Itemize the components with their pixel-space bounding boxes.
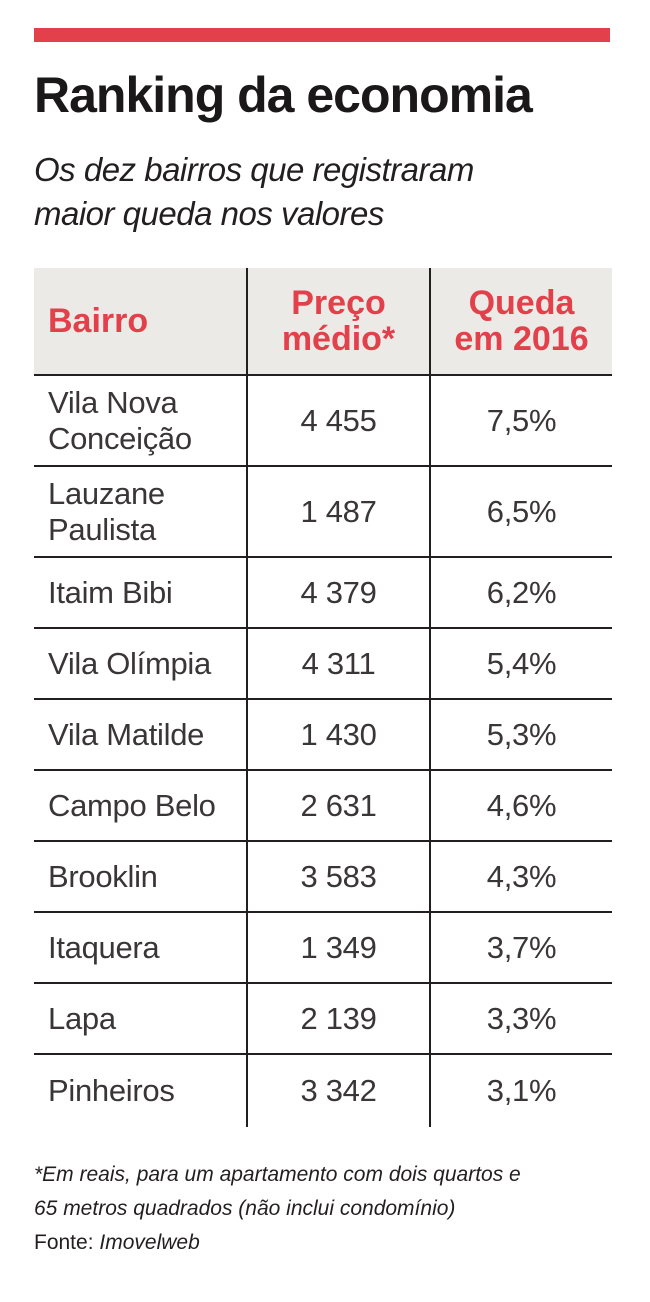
cell-preco-medio: 1 430: [246, 699, 431, 771]
header-bairro: Bairro: [34, 268, 247, 376]
footnote: *Em reais, para um apartamento com dois …: [34, 1158, 634, 1260]
cell-queda: 7,5%: [430, 375, 612, 467]
bairro-name-line: Pinheiros: [48, 1073, 175, 1108]
subtitle-line: Os dez bairros que registraram: [34, 151, 474, 188]
bairro-name-line: Vila Nova: [48, 384, 178, 420]
bairro-name-line: Paulista: [48, 511, 156, 547]
header-preco-line: médio*: [281, 320, 396, 358]
cell-bairro: Lapa: [34, 983, 247, 1055]
bairro-name-line: Itaim Bibi: [48, 574, 173, 610]
ranking-table: Bairro Preço médio* Queda em 2016 Vila N…: [34, 268, 612, 1127]
footnote-line: *Em reais, para um apartamento com dois …: [34, 1163, 521, 1186]
cell-queda: 3,3%: [430, 983, 612, 1055]
cell-queda: 3,7%: [430, 912, 612, 984]
table-row: Brooklin 3 583 4,3%: [34, 841, 612, 913]
header-queda-2016: Queda em 2016: [430, 268, 612, 376]
source-line: Fonte: Imovelweb: [34, 1226, 634, 1260]
chart-subtitle: Os dez bairros que registraram maior que…: [34, 148, 624, 236]
cell-preco-medio: 4 455: [246, 375, 431, 467]
cell-queda: 3,1%: [486, 1073, 557, 1108]
table-body: Vila Nova Conceição 4 455 7,5% Lauzane Paulis…: [34, 375, 612, 1127]
table-row: Vila Nova Conceição 4 455 7,5%: [34, 375, 612, 467]
cell-bairro: Vila Matilde: [34, 699, 247, 771]
cell-queda: 5,3%: [430, 699, 612, 771]
chart-title: Ranking da economia: [34, 67, 533, 123]
bairro-name-line: Lauzane: [48, 475, 165, 511]
cell-queda: 6,2%: [430, 557, 612, 629]
cell-bairro: Lauzane Paulista: [34, 466, 247, 558]
cell-queda: 6,5%: [430, 466, 612, 558]
cell-queda: 4,6%: [430, 770, 612, 842]
source-label: Fonte:: [34, 1231, 94, 1254]
cell-preco-medio: 2 139: [246, 983, 431, 1055]
table-row: Lapa 2 139 3,3%: [34, 983, 612, 1055]
table-header-row: Bairro Preço médio* Queda em 2016: [34, 268, 612, 376]
cell-bairro: Vila Olímpia: [34, 628, 247, 700]
bairro-name-line: Brooklin: [48, 858, 158, 894]
cell-bairro: Pinheiros: [34, 1054, 247, 1127]
table-row: Vila Olímpia 4 311 5,4%: [34, 628, 612, 700]
cell-preco-medio: 1 349: [246, 912, 431, 984]
bairro-name-line: Conceição: [48, 420, 192, 456]
header-queda-line: Queda: [468, 284, 575, 322]
cell-preco-medio: 2 631: [246, 770, 431, 842]
top-accent-bar: [34, 28, 610, 42]
cell-bairro: Itaquera: [34, 912, 247, 984]
table-row: Lauzane Paulista 1 487 6,5%: [34, 466, 612, 558]
cell-bairro: Vila Nova Conceição: [34, 375, 247, 467]
cell-preco-medio: 4 379: [246, 557, 431, 629]
table-row: Campo Belo 2 631 4,6%: [34, 770, 612, 842]
cell-bairro: Brooklin: [34, 841, 247, 913]
cell-preco-medio: 4 311: [246, 628, 431, 700]
header-preco-line: Preço: [291, 284, 386, 322]
bairro-name-line: Vila Matilde: [48, 716, 205, 752]
table-row: Vila Matilde 1 430 5,3%: [34, 699, 612, 771]
bairro-name-line: Lapa: [48, 1000, 116, 1036]
cell-bairro: Campo Belo: [34, 770, 247, 842]
cell-queda: 5,4%: [430, 628, 612, 700]
table-row: Pinheiros 3 342 3,1%: [34, 1054, 612, 1127]
cell-preco-medio: 1 487: [246, 466, 431, 558]
source-value: Imovelweb: [99, 1231, 200, 1254]
bairro-name-line: Itaquera: [48, 929, 160, 965]
cell-queda: 4,3%: [430, 841, 612, 913]
header-preco-medio: Preço médio*: [246, 268, 431, 376]
cell-preco-medio: 3 583: [246, 841, 431, 913]
cell-preco-medio: 3 342: [246, 1054, 431, 1127]
bairro-name-line: Vila Olímpia: [48, 645, 211, 681]
header-bairro-label: Bairro: [48, 302, 149, 340]
table-row: Itaquera 1 349 3,7%: [34, 912, 612, 984]
footnote-note: *Em reais, para um apartamento com dois …: [34, 1158, 634, 1226]
footnote-line: 65 metros quadrados (não inclui condomín…: [34, 1197, 456, 1220]
header-queda-line: em 2016: [454, 320, 589, 358]
subtitle-line: maior queda nos valores: [34, 195, 384, 232]
cell-bairro: Itaim Bibi: [34, 557, 247, 629]
bairro-name-line: Campo Belo: [48, 787, 216, 823]
table-row: Itaim Bibi 4 379 6,2%: [34, 557, 612, 629]
